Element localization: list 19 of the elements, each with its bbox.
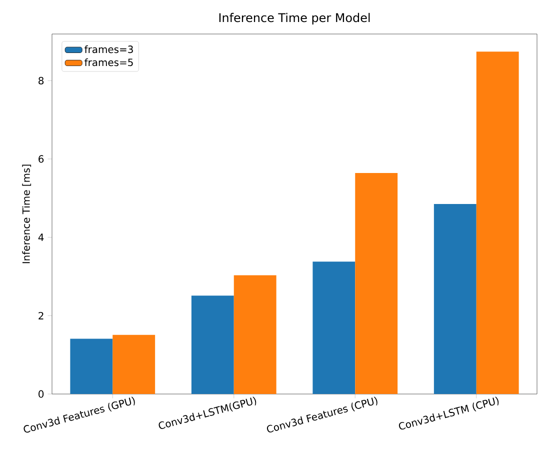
bar bbox=[112, 334, 156, 394]
bar bbox=[434, 204, 476, 394]
y-tick-label: 8 bbox=[38, 76, 44, 84]
x-tick-label: Conv3d Features (CPU) bbox=[266, 396, 378, 432]
y-tick-label: 6 bbox=[38, 155, 44, 163]
y-tick-label: 4 bbox=[38, 234, 44, 241]
bar bbox=[70, 338, 113, 394]
legend-label: frames=3 bbox=[84, 45, 133, 54]
bar bbox=[191, 296, 234, 394]
y-axis-title: Inference Time [ms] bbox=[22, 164, 32, 264]
x-tick-label: Conv3d Features (GPU) bbox=[24, 396, 135, 433]
bar bbox=[234, 275, 276, 394]
y-tick-label: 0 bbox=[38, 390, 44, 398]
y-tick-label: 2 bbox=[38, 312, 44, 320]
bar bbox=[312, 262, 356, 394]
legend-label: frames=5 bbox=[84, 58, 133, 66]
bar bbox=[476, 52, 519, 394]
bar bbox=[355, 173, 398, 394]
chart-title: Inference Time per Model bbox=[219, 12, 370, 24]
